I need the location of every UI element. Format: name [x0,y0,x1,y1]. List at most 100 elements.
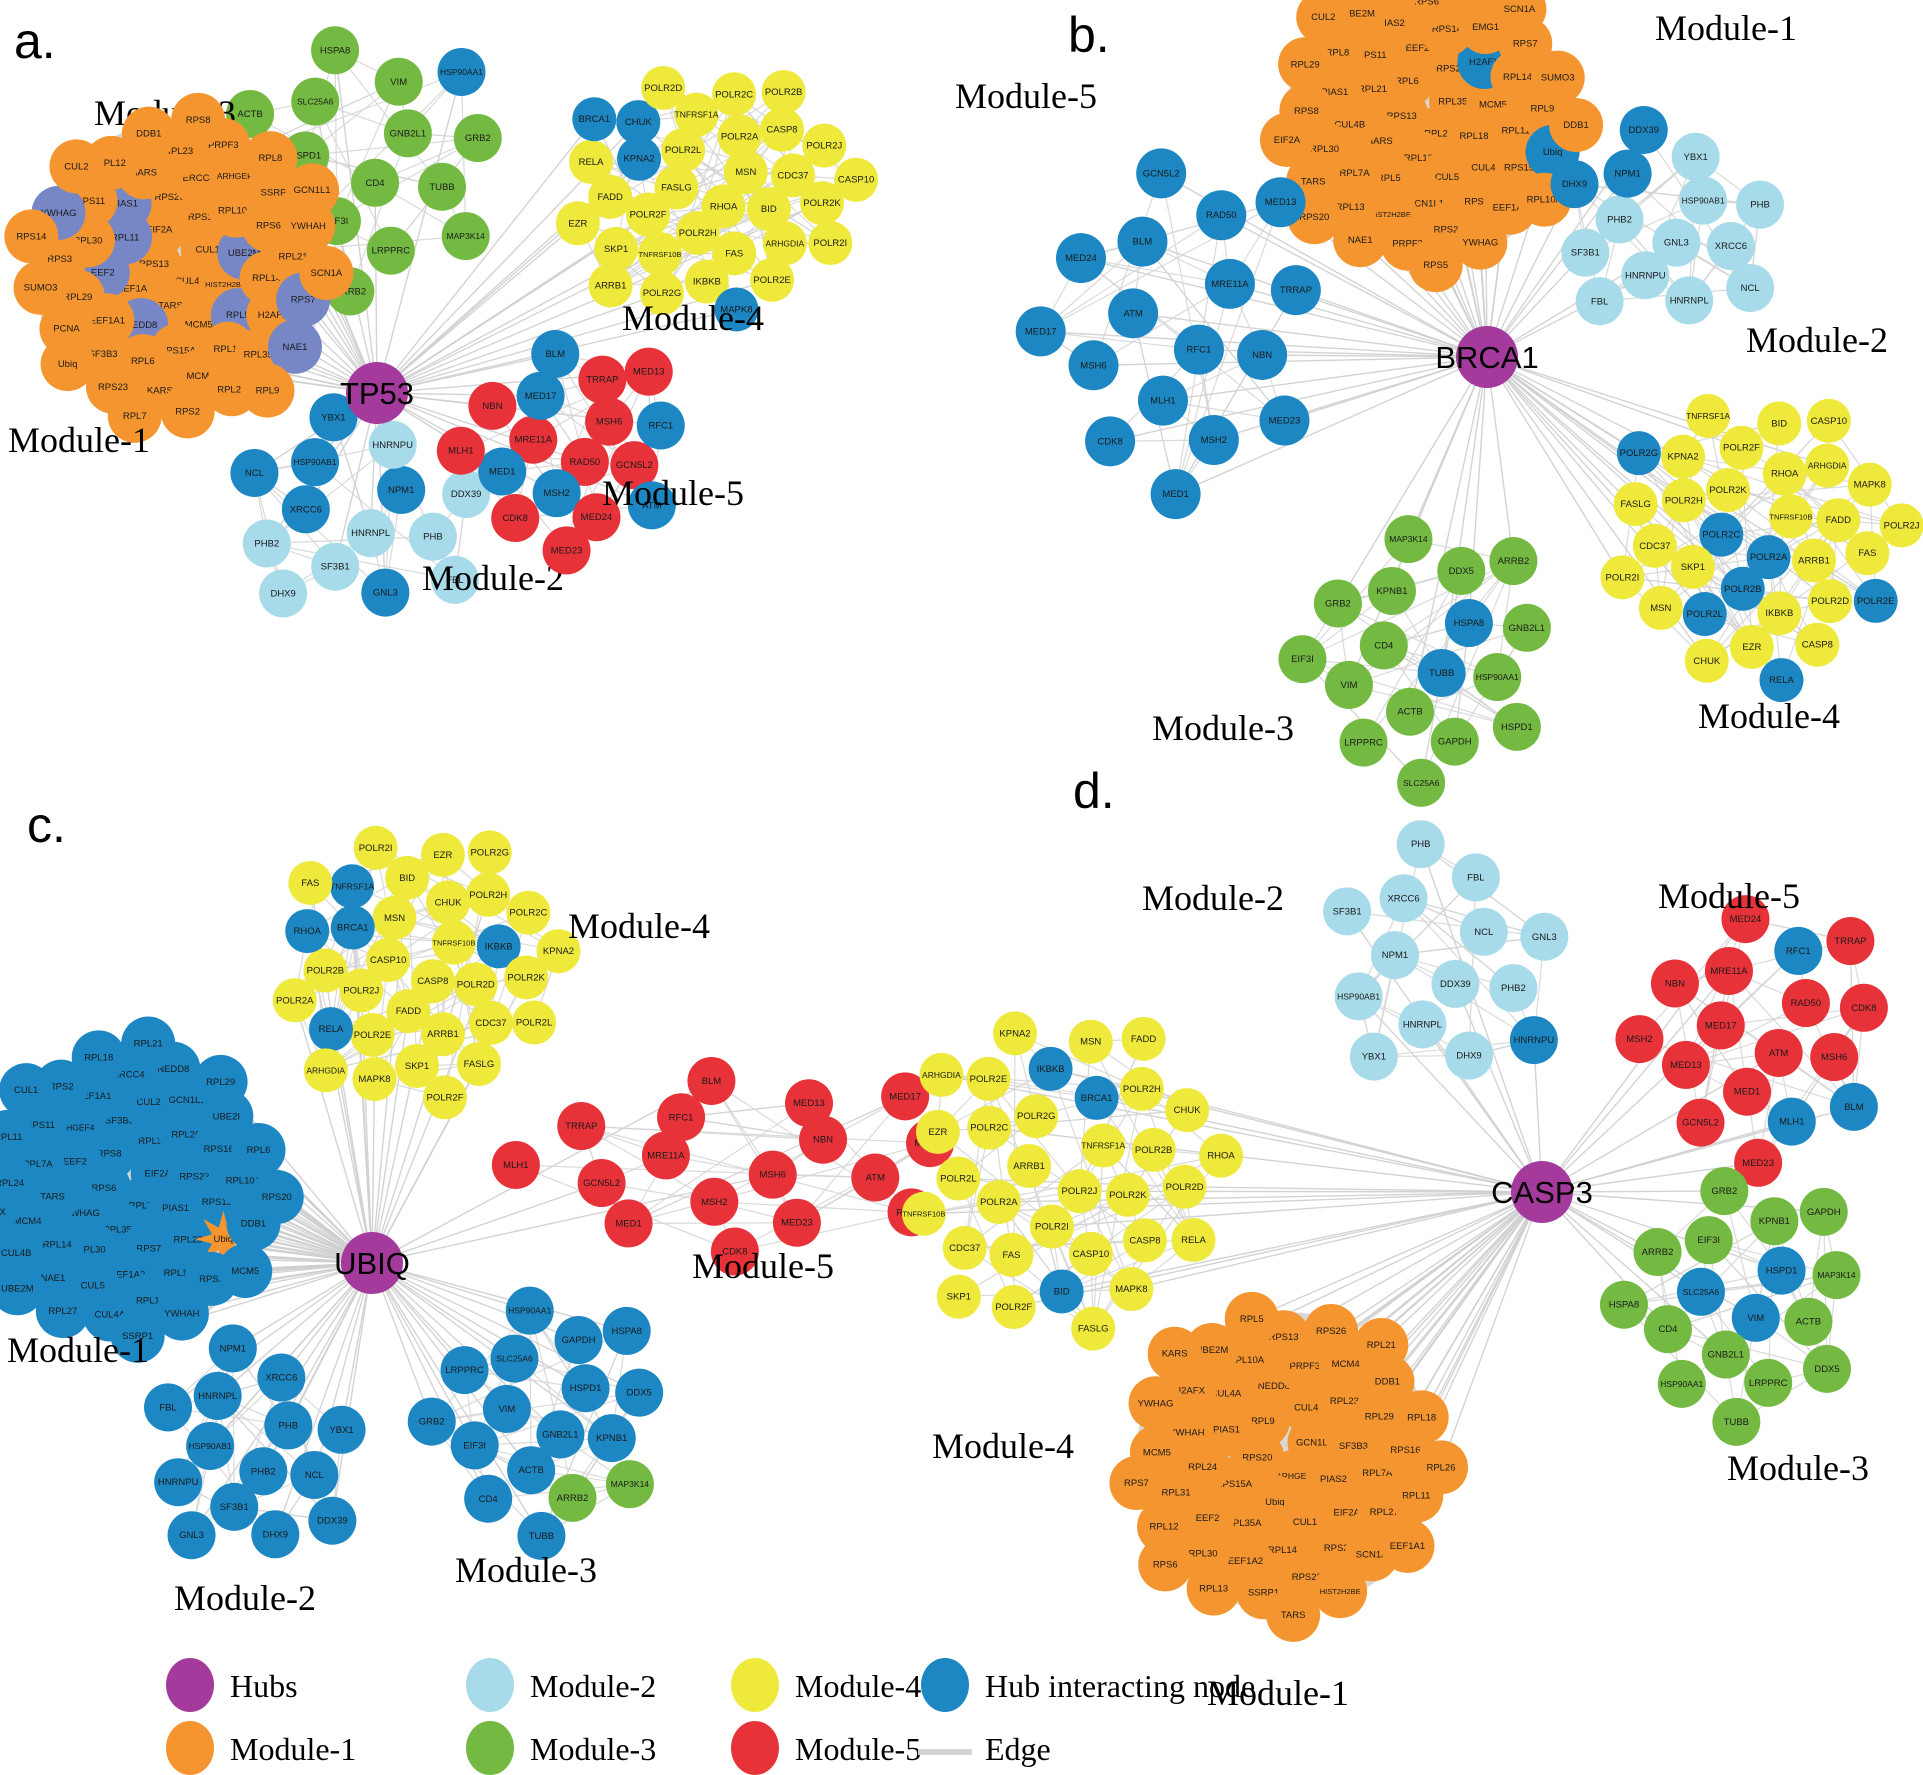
network-node[interactable] [410,959,455,1004]
network-node[interactable] [154,1458,203,1507]
network-node[interactable] [1359,621,1408,670]
network-node[interactable] [578,355,627,404]
network-node[interactable] [259,569,308,618]
network-node[interactable] [1671,132,1720,181]
hub-node-casp3[interactable] [1511,1161,1573,1223]
network-node[interactable] [517,1511,566,1560]
network-node[interactable] [714,287,759,332]
network-node[interactable] [762,221,807,266]
network-node[interactable] [1068,1019,1113,1064]
network-node[interactable] [1632,523,1677,568]
network-node[interactable] [317,1405,366,1454]
network-node[interactable] [431,920,476,965]
network-node[interactable] [723,150,768,195]
network-node[interactable] [311,542,360,591]
network-node[interactable] [372,895,417,940]
network-node[interactable] [1600,555,1645,600]
network-node[interactable] [1039,1269,1084,1314]
network-node[interactable] [121,1016,176,1071]
network-node[interactable] [626,192,671,237]
network-node[interactable] [450,1421,499,1470]
network-node[interactable] [504,955,549,1000]
network-node[interactable] [1029,1204,1074,1249]
network-node[interactable] [1171,1218,1216,1263]
network-node[interactable] [144,1383,193,1432]
network-node[interactable] [1380,1518,1435,1573]
network-node[interactable] [350,1012,395,1057]
network-node[interactable] [1296,0,1351,45]
network-node[interactable] [548,1473,597,1522]
network-node[interactable] [1117,216,1168,267]
network-node[interactable] [1150,469,1201,520]
network-node[interactable] [799,181,844,226]
network-node[interactable] [1196,190,1247,241]
network-node[interactable] [1259,112,1314,167]
network-node[interactable] [1845,531,1890,576]
network-node[interactable] [1599,1280,1648,1329]
network-node[interactable] [1595,195,1644,244]
network-node[interactable] [240,363,295,418]
network-node[interactable] [748,1150,797,1199]
network-node[interactable] [588,174,633,219]
network-node[interactable] [171,92,226,147]
network-node[interactable] [1397,758,1446,807]
network-node[interactable] [352,1057,397,1102]
network-node[interactable] [1706,468,1751,513]
network-node[interactable] [478,447,527,496]
network-node[interactable] [1007,1143,1052,1188]
network-node[interactable] [1712,1397,1761,1446]
network-node[interactable] [1413,1440,1468,1495]
network-node[interactable] [561,1364,610,1413]
network-node[interactable] [1165,1088,1210,1133]
network-node[interactable] [1278,37,1333,92]
network-node[interactable] [1701,1330,1750,1379]
network-node[interactable] [1015,306,1066,357]
network-node[interactable] [577,1159,626,1208]
network-node[interactable] [1754,1028,1803,1077]
network-node[interactable] [330,864,375,909]
network-node[interactable] [1444,599,1493,648]
network-node[interactable] [426,880,471,925]
network-node[interactable] [0,1261,45,1316]
network-node[interactable] [490,1334,539,1383]
network-node[interactable] [657,1093,706,1142]
network-node[interactable] [509,415,558,464]
network-node[interactable] [750,257,795,302]
network-node[interactable] [1109,1456,1164,1511]
network-node[interactable] [1657,1359,1706,1408]
network-node[interactable] [919,1052,964,1097]
network-node[interactable] [468,381,517,430]
network-node[interactable] [1453,215,1508,270]
network-node[interactable] [288,860,333,905]
network-node[interactable] [441,212,490,261]
network-node[interactable] [770,153,815,198]
network-node[interactable] [1679,176,1728,225]
network-node[interactable] [594,226,639,271]
network-node[interactable] [1700,1167,1749,1216]
network-node[interactable] [1237,329,1288,380]
network-node[interactable] [684,259,729,304]
network-node[interactable] [1386,687,1435,736]
network-node[interactable] [453,114,502,163]
network-node[interactable] [1445,1031,1494,1080]
network-node[interactable] [710,1227,759,1276]
network-node[interactable] [208,1324,257,1373]
network-node[interactable] [193,1054,248,1109]
network-node[interactable] [430,555,479,604]
network-node[interactable] [1829,1082,1878,1131]
network-node[interactable] [1768,494,1813,539]
network-node[interactable] [308,1496,357,1545]
network-node[interactable] [1323,887,1372,936]
network-node[interactable] [1792,538,1837,583]
network-node[interactable] [641,1131,690,1180]
network-node[interactable] [1704,946,1753,995]
network-node[interactable] [1757,1246,1806,1295]
network-node[interactable] [386,989,431,1034]
network-node[interactable] [507,1446,556,1495]
network-node[interactable] [167,1511,216,1560]
network-node[interactable] [299,246,354,301]
network-node[interactable] [267,319,322,374]
network-node[interactable] [1696,1001,1745,1050]
network-node[interactable] [936,1156,981,1201]
network-node[interactable] [291,438,340,487]
